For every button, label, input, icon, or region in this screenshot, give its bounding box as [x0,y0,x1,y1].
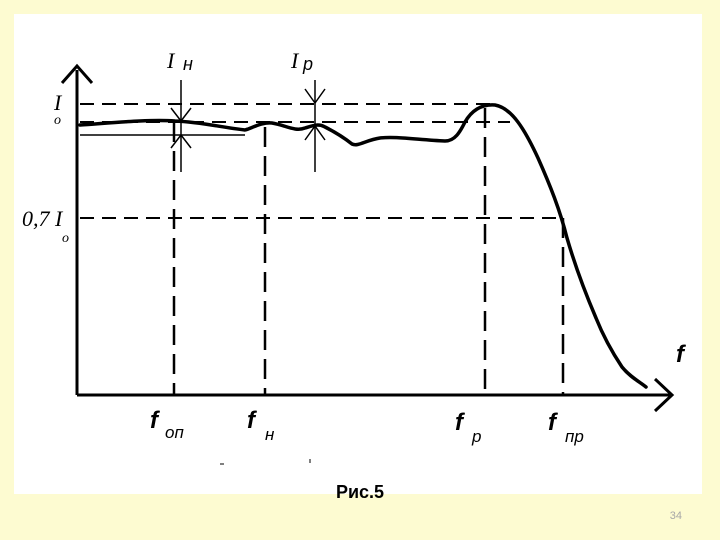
f-op-label-subscript: оп [165,423,184,442]
f-r-label-subscript: р [471,427,481,446]
f-n-label-subscript: н [265,425,275,444]
figure-caption: Рис.5 [335,482,385,502]
in-label: I [166,48,176,73]
f-n-label: f [247,407,257,434]
f-pr-label: f [548,409,558,436]
x-axis-arrowhead [653,377,675,413]
frequency-response-curve [78,103,648,389]
ir-label-subscript: р [302,54,313,74]
in-label-subscript: н [183,54,193,74]
figure-panel [14,14,702,494]
slide-number: 34 [669,510,682,522]
f-axis-label: f [676,341,686,368]
level-07-label: 0,7 I [22,206,64,231]
f-op-label: f [150,407,160,434]
level-07-label-subscript: o [62,231,69,246]
f-pr-label-subscript: пр [565,427,584,446]
f-r-label: f [455,409,465,436]
io-label: I [53,90,63,115]
io-label-subscript: o [54,113,61,128]
y-axis-arrowhead [60,63,94,84]
ir-label: I [290,48,300,73]
